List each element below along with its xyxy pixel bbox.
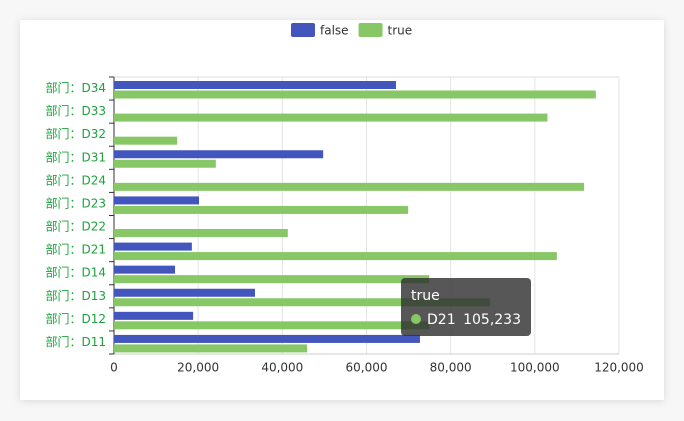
bar bbox=[114, 344, 308, 353]
x-tick-label: 80,000 bbox=[430, 361, 472, 375]
tooltip-title: true bbox=[411, 288, 440, 304]
bar bbox=[114, 136, 178, 145]
tooltip-value: 105,233 bbox=[463, 312, 521, 328]
y-tick-label: 部门：D32 bbox=[45, 126, 106, 141]
bar bbox=[114, 252, 557, 261]
bar bbox=[114, 205, 409, 214]
x-tick-label: 120,000 bbox=[594, 361, 644, 375]
x-tick-label: 40,000 bbox=[261, 361, 303, 375]
y-tick-label: 部门：D14 bbox=[45, 265, 106, 280]
tooltip-label: D21 bbox=[427, 312, 456, 328]
bar bbox=[114, 265, 176, 274]
bar bbox=[114, 311, 194, 320]
y-tick-label: 部门：D22 bbox=[45, 219, 106, 234]
bar bbox=[114, 196, 200, 205]
bar bbox=[114, 81, 396, 89]
legend-swatch[interactable] bbox=[358, 23, 383, 37]
y-tick-label: 部门：D13 bbox=[45, 288, 106, 303]
bar bbox=[114, 159, 216, 168]
y-tick-label: 部门：D31 bbox=[45, 149, 106, 164]
y-tick-label: 部门：D33 bbox=[45, 103, 106, 118]
bar bbox=[114, 334, 420, 343]
y-tick-label: 部门：D23 bbox=[45, 195, 106, 210]
y-tick-label: 部门：D11 bbox=[45, 334, 106, 349]
bar bbox=[114, 150, 324, 159]
bar bbox=[114, 288, 255, 297]
x-tick-label: 20,000 bbox=[177, 361, 219, 375]
bar bbox=[114, 275, 430, 284]
y-tick-label: 部门：D34 bbox=[45, 80, 106, 95]
bar bbox=[114, 229, 288, 237]
bar bbox=[114, 321, 430, 330]
x-tick-label: 100,000 bbox=[510, 361, 560, 375]
bar bbox=[114, 298, 491, 307]
tooltip-box bbox=[401, 278, 531, 336]
legend-swatch[interactable] bbox=[291, 23, 315, 37]
y-tick-label: 部门：D21 bbox=[45, 242, 106, 257]
tooltip-dot bbox=[411, 314, 421, 324]
legend-label[interactable]: false bbox=[320, 24, 349, 38]
x-tick-label: 60,000 bbox=[346, 361, 388, 375]
bar bbox=[114, 182, 585, 191]
bar bbox=[114, 113, 548, 122]
x-tick-label: 0 bbox=[110, 361, 118, 375]
bar bbox=[114, 90, 596, 99]
bar bbox=[114, 242, 192, 251]
y-tick-label: 部门：D24 bbox=[45, 172, 106, 187]
y-tick-label: 部门：D12 bbox=[45, 311, 106, 326]
legend-label[interactable]: true bbox=[388, 24, 413, 38]
